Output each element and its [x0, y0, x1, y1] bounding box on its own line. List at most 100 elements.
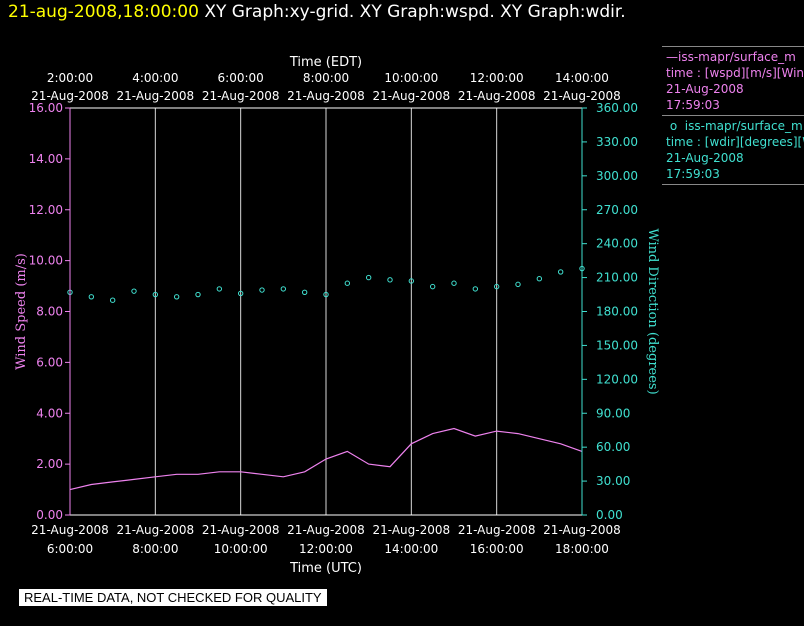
legend-entry-wspd: —iss-mapr/surface_m time : [wspd][m/s][W…: [662, 46, 804, 115]
wind-direction-point: [451, 280, 457, 286]
time-grid: [154, 108, 498, 515]
series-area: [67, 265, 585, 491]
bottom-tick-date: 21-Aug-2008: [543, 523, 621, 537]
wind-direction-point: [429, 283, 436, 290]
top-tick-date: 21-Aug-2008: [202, 89, 280, 103]
wind-direction-point: [152, 291, 159, 298]
wind-direction-axis: 0.00 30.00 60.00 90.00 120.00 150.00 180.00 210…: [582, 101, 660, 522]
bottom-axis-title: Time (UTC): [289, 561, 362, 576]
bottom-tick-date: 21-Aug-2008: [202, 523, 280, 537]
legend-wdir-variable: time : [wdir][degrees][W: [666, 135, 804, 149]
bottom-tick-time: 18:00:00: [555, 542, 609, 556]
wind-direction-point: [387, 277, 393, 283]
right-tick-label: 30.00: [596, 474, 630, 488]
right-axis-label: Wind Direction (degrees): [645, 228, 660, 394]
wind-direction-point: [365, 274, 372, 281]
left-tick-label: 12.00: [29, 203, 63, 217]
bottom-tick-date: 21-Aug-2008: [117, 523, 195, 537]
wind-direction-point: [557, 269, 564, 275]
bottom-tick-time: 16:00:00: [470, 542, 524, 556]
right-tick-label: 0.00: [596, 508, 623, 522]
right-tick-label: 150.00: [596, 338, 638, 352]
legend-wdir-time: 17:59:03: [666, 167, 720, 181]
right-tick-label: 180.00: [596, 305, 638, 319]
right-tick-label: 330.00: [596, 135, 638, 149]
bottom-tick-time: 8:00:00: [132, 542, 178, 556]
wind-direction-point: [408, 278, 415, 284]
top-tick-date: 21-Aug-2008: [31, 89, 109, 103]
wind-direction-point: [301, 289, 308, 295]
top-tick-date: 21-Aug-2008: [373, 89, 451, 103]
bottom-tick-date: 21-Aug-2008: [31, 523, 109, 537]
right-tick-label: 240.00: [596, 237, 638, 251]
wind-direction-point: [173, 294, 180, 300]
top-tick-date: 21-Aug-2008: [543, 89, 621, 103]
wind-direction-point: [131, 288, 137, 294]
wind-direction-point: [493, 283, 500, 290]
top-time-axis: Time (EDT) 2:00:00 21-Aug-2008 4:00:00 21-Au…: [31, 55, 621, 103]
wind-direction-point: [472, 286, 479, 292]
legend-entry-wdir: o iss-mapr/surface_m time : [wdir][degre…: [662, 115, 804, 185]
legend-wspd-variable: time : [wspd][m/s][Wind: [666, 66, 804, 80]
wind-speed-axis: 0.00 2.00 4.00 6.00 8.00 10.00 12.00 14.00 16.00…: [14, 101, 70, 522]
left-tick-label: 0.00: [36, 508, 63, 522]
title-graph-list: XY Graph:xy-grid. XY Graph:wspd. XY Grap…: [204, 2, 626, 22]
right-tick-label: 210.00: [596, 271, 638, 285]
quality-notice: REAL-TIME DATA, NOT CHECKED FOR QUALITY: [19, 589, 327, 606]
legend-wdir-date: 21-Aug-2008: [666, 151, 744, 165]
bottom-time-axis: 21-Aug-2008 6:00:00 21-Aug-2008 8:00:00 21-A…: [31, 523, 621, 576]
right-tick-label: 120.00: [596, 372, 638, 386]
wind-direction-point: [88, 294, 95, 300]
top-tick-time: 4:00:00: [132, 71, 178, 85]
wind-speed-line: [69, 427, 583, 491]
top-tick-date: 21-Aug-2008: [458, 89, 536, 103]
bottom-tick-time: 10:00:00: [214, 542, 268, 556]
wind-direction-point: [195, 291, 201, 298]
legend-wdir-name: o iss-mapr/surface_m: [666, 119, 803, 133]
legend-wspd-date: 21-Aug-2008: [666, 82, 744, 96]
bottom-tick-date: 21-Aug-2008: [458, 523, 536, 537]
wind-direction-point: [259, 287, 265, 293]
bottom-tick-date: 21-Aug-2008: [373, 523, 451, 537]
wind-direction-point: [280, 286, 287, 292]
bottom-tick-time: 14:00:00: [384, 542, 438, 556]
wind-direction-point: [344, 280, 351, 286]
wind-direction-point: [323, 291, 329, 298]
top-tick-date: 21-Aug-2008: [117, 89, 195, 103]
top-tick-time: 12:00:00: [470, 71, 524, 85]
left-tick-label: 16.00: [29, 101, 63, 115]
right-tick-label: 90.00: [596, 406, 630, 420]
top-tick-date: 21-Aug-2008: [287, 89, 365, 103]
left-tick-label: 10.00: [29, 254, 63, 268]
legend-wspd-name: —iss-mapr/surface_m: [666, 50, 796, 64]
chart-title-bar: 21-aug-2008,18:00:00 XY Graph:xy-grid. X…: [8, 2, 626, 22]
left-tick-label: 8.00: [36, 305, 63, 319]
left-axis-label: Wind Speed (m/s): [14, 253, 29, 370]
right-tick-label: 300.00: [596, 169, 638, 183]
legend-wspd-time: 17:59:03: [666, 98, 720, 112]
top-tick-time: 8:00:00: [303, 71, 349, 85]
bottom-tick-date: 21-Aug-2008: [287, 523, 365, 537]
right-tick-label: 60.00: [596, 440, 630, 454]
wind-direction-point: [237, 290, 244, 297]
top-tick-time: 2:00:00: [47, 71, 93, 85]
bottom-tick-time: 12:00:00: [299, 542, 353, 556]
top-tick-time: 14:00:00: [555, 71, 609, 85]
wind-direction-point: [536, 276, 543, 282]
right-tick-label: 360.00: [596, 101, 638, 115]
wind-direction-point: [216, 286, 223, 292]
left-tick-label: 14.00: [29, 152, 63, 166]
top-tick-time: 6:00:00: [218, 71, 264, 85]
top-axis-title: Time (EDT): [289, 55, 362, 70]
left-tick-label: 6.00: [36, 355, 63, 369]
wind-direction-point: [109, 297, 116, 303]
left-tick-label: 2.00: [36, 457, 63, 471]
left-tick-label: 4.00: [36, 406, 63, 420]
title-datetime: 21-aug-2008,18:00:00: [8, 2, 199, 22]
bottom-tick-time: 6:00:00: [47, 542, 93, 556]
right-tick-label: 270.00: [596, 203, 638, 217]
legend: —iss-mapr/surface_m time : [wspd][m/s][W…: [662, 46, 804, 185]
top-tick-time: 10:00:00: [384, 71, 438, 85]
wind-direction-point: [515, 281, 521, 288]
